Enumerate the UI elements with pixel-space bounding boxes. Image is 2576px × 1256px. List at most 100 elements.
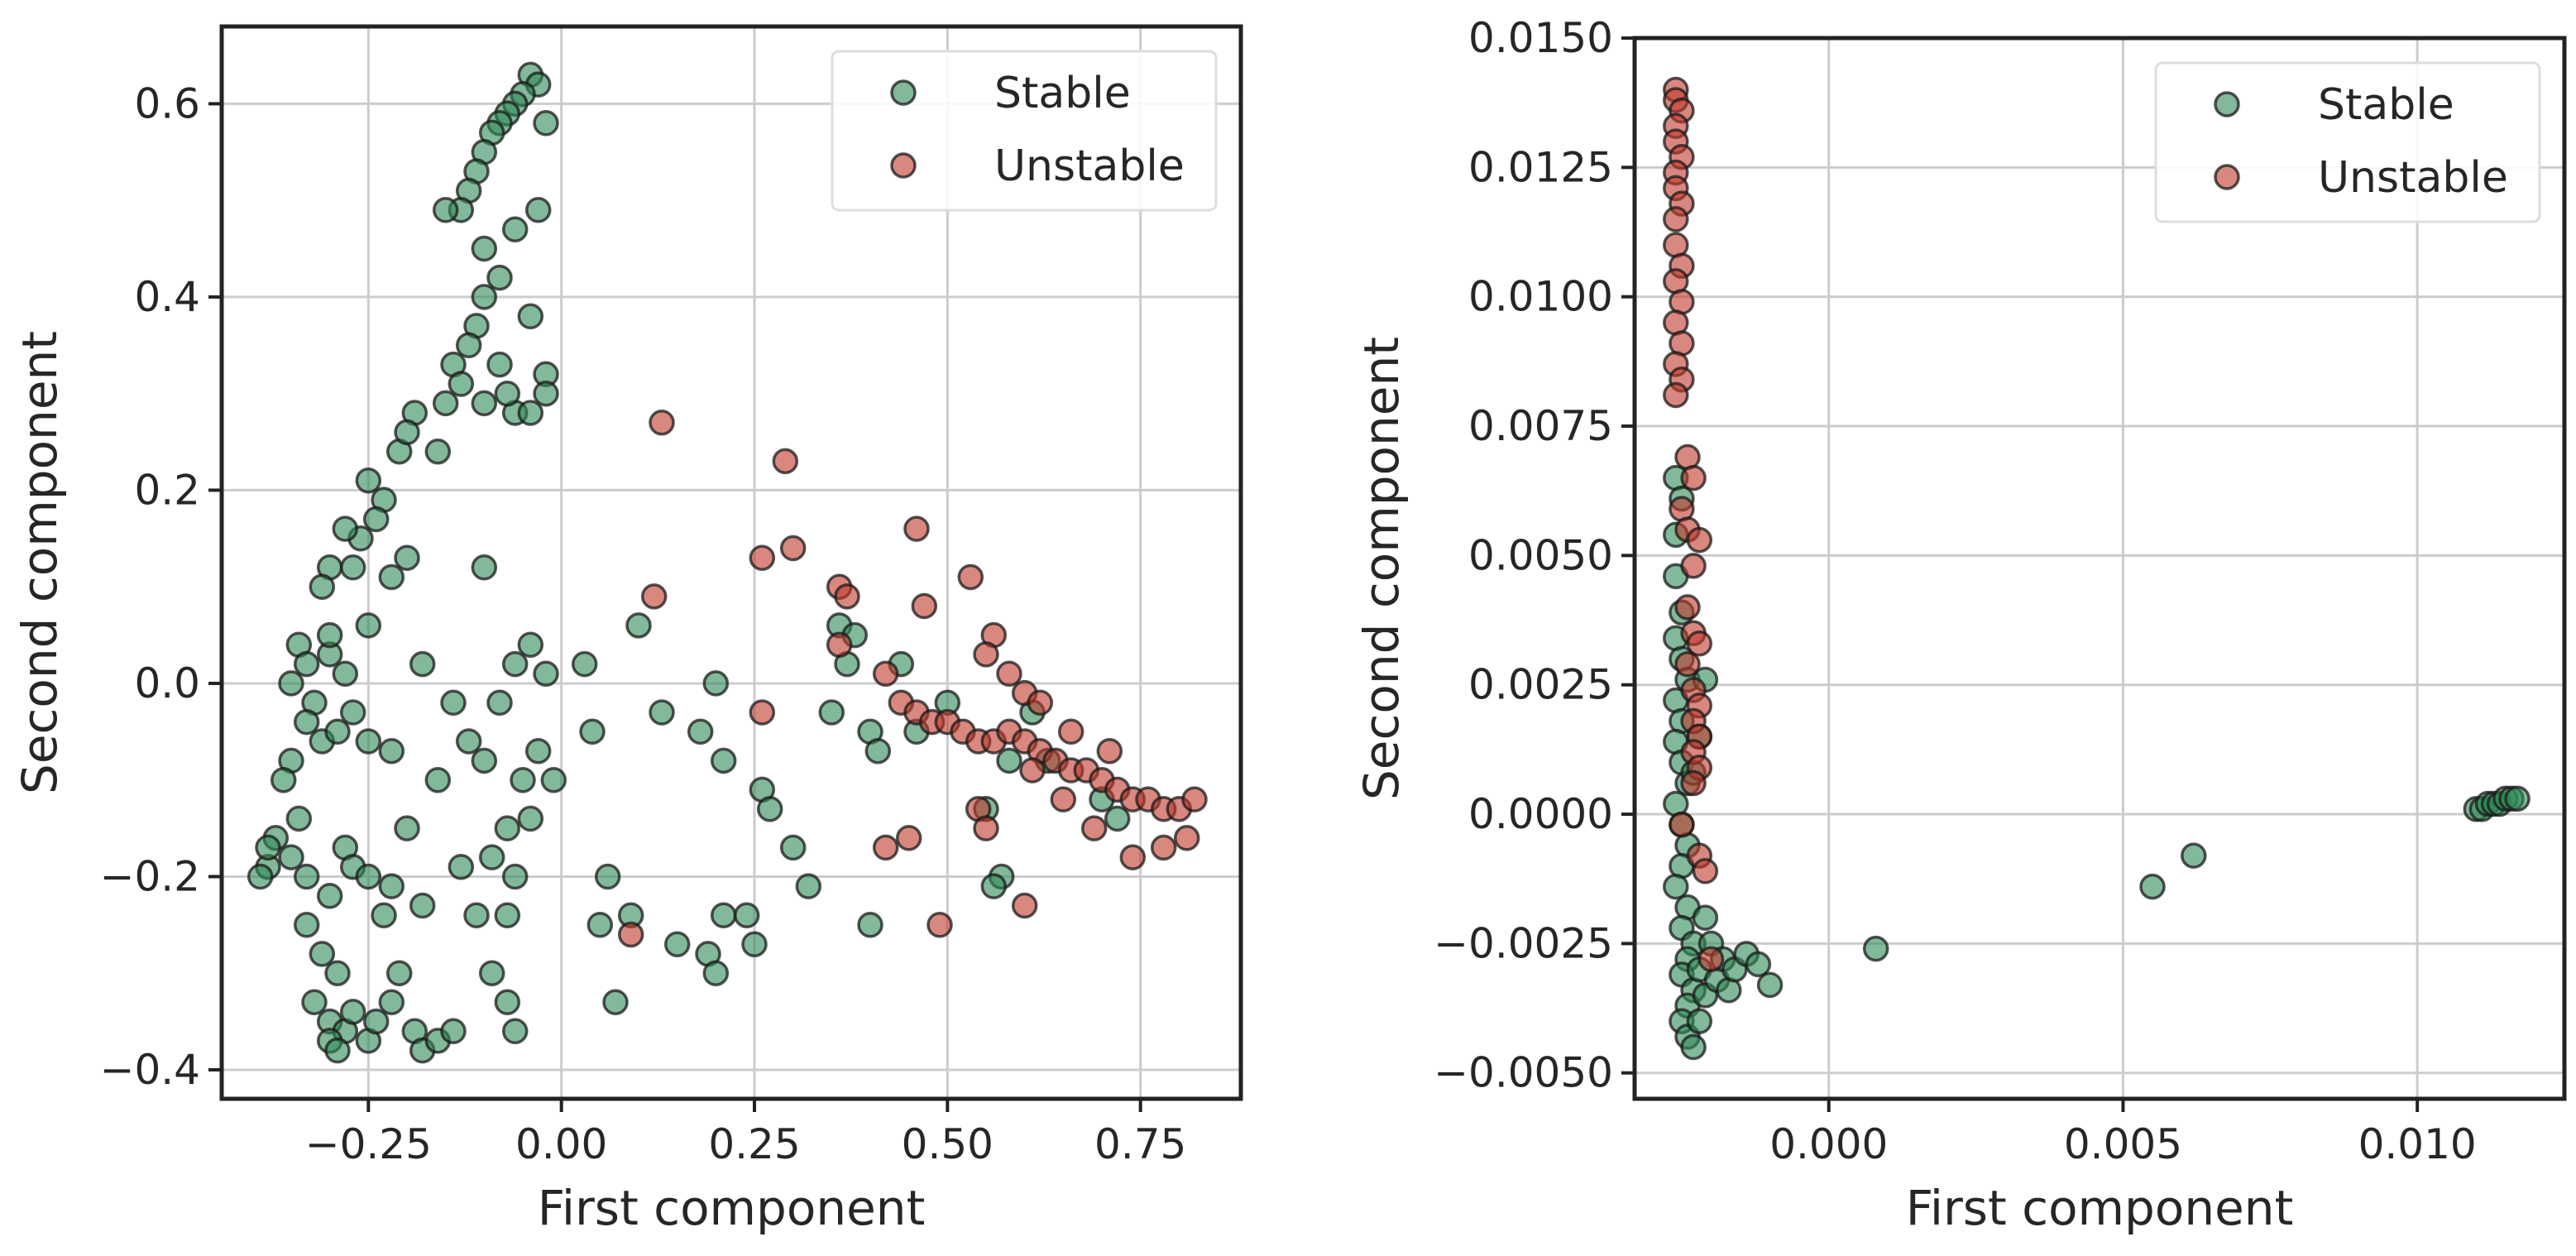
left-point-stable	[455, 728, 482, 755]
right-point-unstable	[1674, 594, 1701, 621]
right-marks	[1663, 76, 2531, 1061]
left-point-unstable	[872, 834, 899, 861]
left-point-unstable	[1096, 737, 1123, 765]
left-point-stable	[571, 650, 598, 678]
left-point-stable	[587, 912, 614, 938]
left-point-stable	[362, 1008, 390, 1035]
left-point-stable	[316, 621, 343, 649]
left-point-stable	[455, 332, 482, 359]
left-point-stable	[293, 912, 320, 938]
left-point-stable	[270, 766, 297, 793]
left-point-stable	[339, 999, 366, 1025]
left-point-stable	[533, 660, 559, 688]
left-x-tick-label: 0.75	[1094, 1120, 1186, 1168]
right-y-tick-label: 0.0075	[1468, 402, 1613, 450]
right-legend-label-stable: Stable	[2318, 80, 2454, 130]
left-point-stable	[255, 834, 281, 861]
right-point-unstable	[1680, 769, 1707, 797]
left-point-stable	[494, 902, 521, 928]
right-x-tick-label: 0.010	[2358, 1120, 2477, 1168]
left-point-stable	[486, 264, 513, 291]
left-point-stable	[478, 960, 505, 986]
left-point-stable	[371, 902, 397, 928]
left-point-unstable	[996, 660, 1022, 688]
left-point-stable	[501, 650, 529, 678]
left-point-unstable	[640, 583, 668, 610]
left-point-stable	[517, 631, 544, 658]
left-point-unstable	[1080, 815, 1108, 841]
left-point-stable	[710, 747, 737, 774]
left-point-stable	[471, 390, 498, 417]
left-marks	[247, 61, 1208, 1064]
left-point-unstable	[649, 409, 675, 436]
left-point-unstable	[957, 563, 984, 591]
left-point-stable	[301, 989, 328, 1015]
right-point-stable	[1692, 904, 1719, 931]
left-point-stable	[702, 670, 730, 697]
left-point-stable	[324, 718, 351, 745]
left-point-stable	[278, 844, 304, 870]
left-point-stable	[540, 766, 567, 793]
left-point-stable	[394, 544, 420, 571]
left-point-stable	[524, 197, 552, 223]
left-point-unstable	[749, 544, 776, 571]
left-point-stable	[471, 235, 498, 262]
right-y-tick-label: 0.0100	[1468, 273, 1613, 321]
left-point-stable	[355, 612, 382, 639]
left-legend-label-unstable: Unstable	[994, 141, 1185, 191]
right-point-stable	[1663, 873, 1689, 900]
left-point-stable	[378, 737, 405, 765]
left-point-unstable	[973, 641, 999, 668]
left-point-stable	[394, 419, 420, 446]
left-legend-box	[831, 50, 1218, 212]
right-point-unstable	[1686, 630, 1713, 657]
chart-right: 0.000 0.005 0.010 −0.0050 −0.0025 0.0000 0.002…	[1353, 14, 2567, 1236]
left-point-stable	[316, 883, 343, 909]
left-point-unstable	[779, 535, 807, 562]
right-y-tick-label: 0.0000	[1468, 790, 1613, 838]
right-point-stable	[1756, 971, 1784, 999]
right-point-stable	[1686, 1008, 1713, 1034]
right-point-unstable	[1663, 206, 1689, 233]
left-point-stable	[741, 931, 768, 957]
left-point-stable	[501, 216, 529, 242]
left-point-stable	[448, 854, 475, 880]
left-y-tick-label: 0.0	[134, 659, 200, 707]
left-point-stable	[309, 941, 336, 967]
chart-left: −0.25 0.00 0.25 0.50 0.75 −0.4 −0.2 0.0 0.2 0.4 0.…	[12, 24, 1243, 1236]
left-point-stable	[355, 863, 382, 890]
left-point-stable	[980, 873, 1008, 899]
left-point-stable	[710, 902, 737, 928]
left-point-stable	[471, 747, 498, 774]
left-point-stable	[1104, 805, 1131, 832]
left-legend-marker-stable	[890, 79, 917, 106]
left-point-stable	[594, 863, 621, 890]
left-point-stable	[517, 400, 544, 426]
right-point-stable	[2181, 842, 2207, 869]
left-x-tick-label: 0.00	[515, 1120, 607, 1168]
left-point-stable	[324, 1037, 351, 1064]
right-point-unstable	[1669, 811, 1695, 838]
left-point-unstable	[911, 592, 938, 620]
right-legend-marker-unstable	[2214, 164, 2240, 190]
left-point-stable	[533, 110, 559, 137]
left-point-stable	[478, 844, 505, 870]
left-point-unstable	[872, 660, 899, 688]
left-point-stable	[293, 863, 320, 890]
left-x-tick-label: −0.25	[305, 1120, 432, 1168]
left-point-stable	[409, 650, 436, 678]
left-point-stable	[471, 284, 498, 310]
left-point-stable	[440, 689, 467, 717]
left-point-stable	[362, 506, 390, 533]
left-point-stable	[494, 380, 521, 407]
left-point-stable	[486, 689, 513, 717]
right-y-axis-label: Second component	[1353, 337, 1410, 800]
left-y-tick-label: 0.2	[134, 466, 200, 514]
left-point-unstable	[617, 921, 644, 948]
left-point-stable	[996, 747, 1022, 774]
right-point-unstable	[1686, 526, 1713, 554]
right-legend-label-unstable: Unstable	[2318, 153, 2508, 203]
left-point-stable	[524, 737, 552, 765]
right-legend: Stable Unstable	[2154, 61, 2541, 223]
left-point-stable	[332, 660, 359, 688]
